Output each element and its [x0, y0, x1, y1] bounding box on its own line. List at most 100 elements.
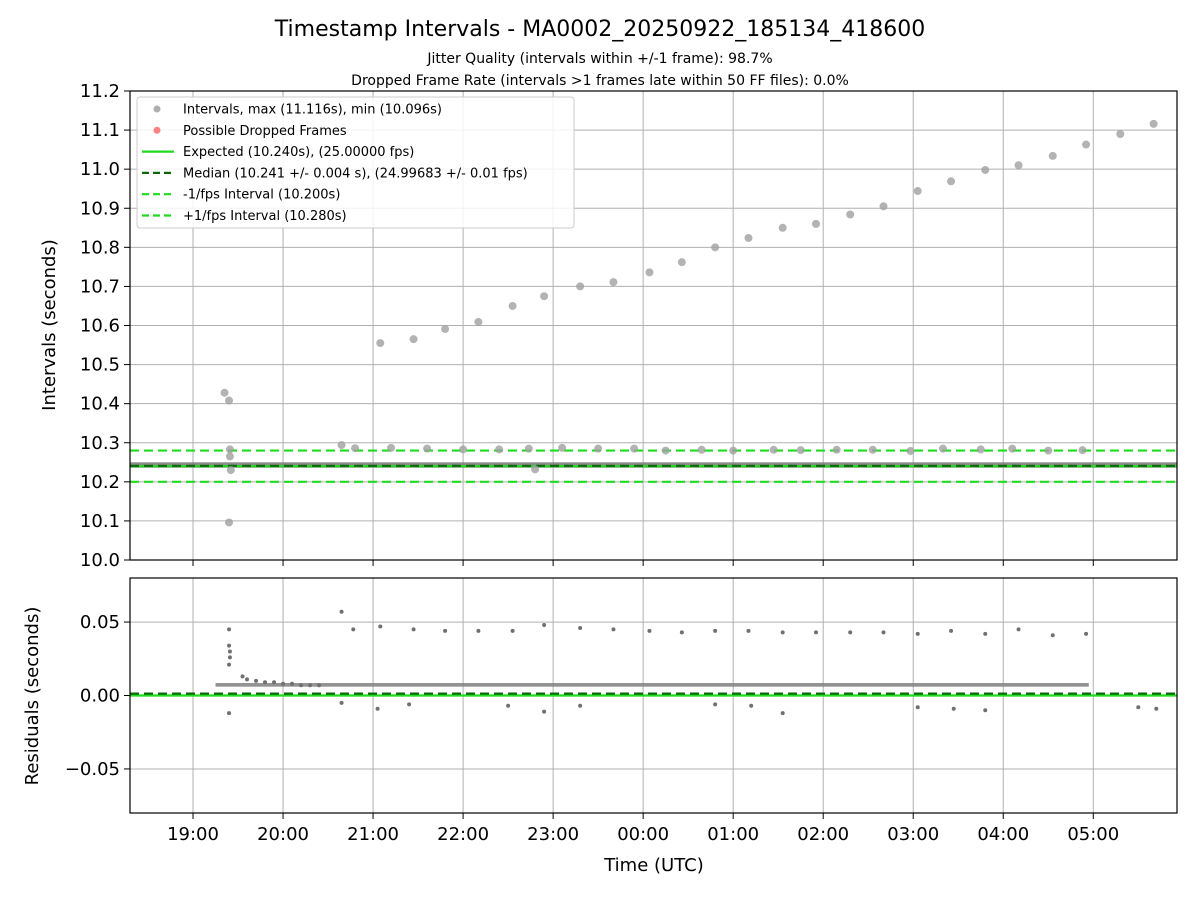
- interval-point: [661, 446, 670, 455]
- interval-point: [981, 165, 990, 174]
- interval-point: [868, 445, 877, 454]
- interval-point: [906, 446, 915, 455]
- intervals-y-tick-label: 10.3: [80, 433, 120, 454]
- interval-point: [769, 445, 778, 454]
- residual-point: [272, 680, 277, 685]
- interval-point: [938, 444, 947, 453]
- residual-point: [339, 609, 344, 614]
- interval-point: [337, 441, 346, 450]
- residual-point: [881, 630, 886, 635]
- interval-point: [947, 177, 956, 186]
- interval-point: [879, 202, 888, 211]
- time-x-tick-label: 23:00: [527, 824, 579, 845]
- interval-point: [594, 444, 603, 453]
- time-x-tick-label: 03:00: [887, 824, 939, 845]
- residual-point: [240, 674, 245, 679]
- intervals-y-tick-label: 10.2: [80, 472, 120, 493]
- intervals-y-tick-label: 10.5: [80, 355, 120, 376]
- residual-point: [647, 628, 652, 633]
- legend-marker: [153, 126, 161, 134]
- intervals-y-tick-label: 10.8: [80, 237, 120, 258]
- legend-label: Median (10.241 +/- 0.004 s), (24.99683 +…: [183, 166, 528, 181]
- time-x-tick-label: 22:00: [437, 824, 489, 845]
- interval-point: [729, 446, 738, 455]
- time-x-tick-label: 05:00: [1067, 824, 1119, 845]
- interval-point: [697, 445, 706, 454]
- legend-label: -1/fps Interval (10.200s): [183, 188, 340, 203]
- interval-point: [609, 278, 618, 287]
- interval-point: [387, 443, 396, 452]
- time-x-tick-label: 01:00: [707, 824, 759, 845]
- interval-point: [409, 335, 418, 344]
- residuals-y-tick-label: 0.00: [80, 686, 120, 707]
- chart-subtitle-jitter: Jitter Quality (intervals within +/-1 fr…: [426, 51, 772, 67]
- residuals-baseline-band: [215, 683, 1089, 687]
- intervals-panel: 10.0 10.1 10.2 10.3 10.4 10.5 10.6 10.7 10.8 10.9…: [39, 81, 1178, 571]
- intervals-y-axis-label: Intervals (seconds): [39, 239, 60, 411]
- interval-point: [351, 444, 360, 453]
- intervals-y-tick-label: 10.9: [80, 198, 120, 219]
- interval-point: [1014, 161, 1023, 170]
- residual-point: [1016, 627, 1021, 632]
- interval-point: [811, 219, 820, 228]
- residual-point: [227, 711, 232, 716]
- residual-point: [780, 630, 785, 635]
- interval-point: [220, 388, 229, 397]
- time-x-tick-label: 20:00: [257, 824, 309, 845]
- interval-point: [645, 268, 654, 277]
- residuals-y-axis-label: Residuals (seconds): [22, 607, 43, 786]
- time-x-tick-label: 02:00: [797, 824, 849, 845]
- residual-point: [290, 681, 295, 686]
- residual-point: [983, 708, 988, 713]
- residual-point: [281, 681, 286, 686]
- interval-point: [913, 187, 922, 196]
- residual-point: [848, 630, 853, 635]
- residual-point: [915, 631, 920, 636]
- interval-point: [459, 445, 468, 454]
- residual-point: [378, 624, 383, 629]
- interval-point: [226, 466, 235, 475]
- residual-point: [254, 678, 259, 683]
- interval-point: [441, 325, 450, 334]
- residual-point: [983, 631, 988, 636]
- interval-point: [225, 518, 234, 527]
- residual-point: [339, 700, 344, 705]
- intervals-y-tick-label: 10.4: [80, 394, 120, 415]
- interval-point: [225, 445, 234, 454]
- interval-point: [376, 339, 385, 348]
- residuals-y-ticks: −0.05 0.00 0.05: [65, 612, 130, 780]
- legend-label: Intervals, max (11.116s), min (10.096s): [183, 103, 442, 118]
- residual-point: [951, 706, 956, 711]
- residual-point: [227, 655, 232, 660]
- intervals-points: [220, 119, 1158, 527]
- residuals-y-tick-label: 0.05: [80, 612, 120, 633]
- interval-point: [711, 243, 720, 252]
- interval-point: [540, 292, 549, 301]
- intervals-y-ticks: 10.0 10.1 10.2 10.3 10.4 10.5 10.6 10.7 10.8 10.9…: [80, 81, 130, 571]
- interval-point: [225, 396, 234, 405]
- interval-point: [1008, 444, 1017, 453]
- residual-point: [949, 628, 954, 633]
- residual-point: [1084, 631, 1089, 636]
- residuals-y-tick-label: −0.05: [65, 759, 120, 780]
- x-axis-label: Time (UTC): [603, 855, 704, 876]
- residual-point: [227, 662, 232, 667]
- interval-point: [531, 465, 540, 474]
- residual-point: [915, 705, 920, 710]
- residual-point: [679, 630, 684, 635]
- residual-point: [1136, 705, 1141, 710]
- interval-point: [225, 452, 234, 461]
- residuals-dense-point-band: [215, 683, 1089, 687]
- legend-label: +1/fps Interval (10.280s): [183, 209, 347, 224]
- residual-point: [780, 711, 785, 716]
- residual-point: [443, 628, 448, 633]
- intervals-y-tick-label: 10.7: [80, 276, 120, 297]
- interval-point: [576, 282, 585, 291]
- residual-point: [407, 702, 412, 707]
- time-x-tick-label: 21:00: [347, 824, 399, 845]
- interval-point: [1082, 140, 1091, 149]
- interval-point: [630, 444, 639, 453]
- residual-point: [299, 683, 304, 688]
- time-x-ticks: 19:00 20:00 21:00 22:00 23:00 00:00 01:00 02:00…: [167, 813, 1119, 845]
